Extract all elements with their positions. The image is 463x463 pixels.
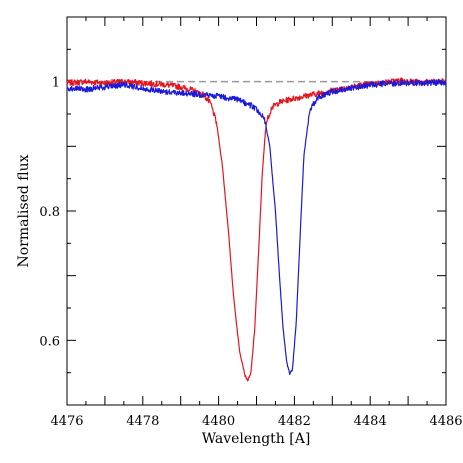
y-axis-label: Normalised flux (16, 154, 32, 267)
spectrum-series-line (66, 79, 447, 376)
spectrum-series-line (66, 77, 447, 382)
y-tick-label: 0.8 (39, 205, 60, 220)
x-tick-label: 4484 (354, 414, 387, 429)
x-tick-label: 4476 (50, 414, 83, 429)
axis-ticks (66, 16, 447, 406)
x-tick-label: 4482 (278, 414, 311, 429)
x-tick-label: 4480 (202, 414, 235, 429)
series-layer (66, 77, 447, 382)
x-axis-label: Wavelength [A] (202, 431, 311, 447)
x-tick-label: 4478 (126, 414, 159, 429)
x-tick-label: 4486 (429, 414, 462, 429)
y-tick-label: 1 (52, 76, 60, 91)
plot-frame (66, 16, 447, 406)
y-tick-label: 0.6 (39, 334, 60, 349)
tick-labels: 4476 4478 4480 4482 4484 4486 0.6 0.8 1 (39, 76, 462, 429)
